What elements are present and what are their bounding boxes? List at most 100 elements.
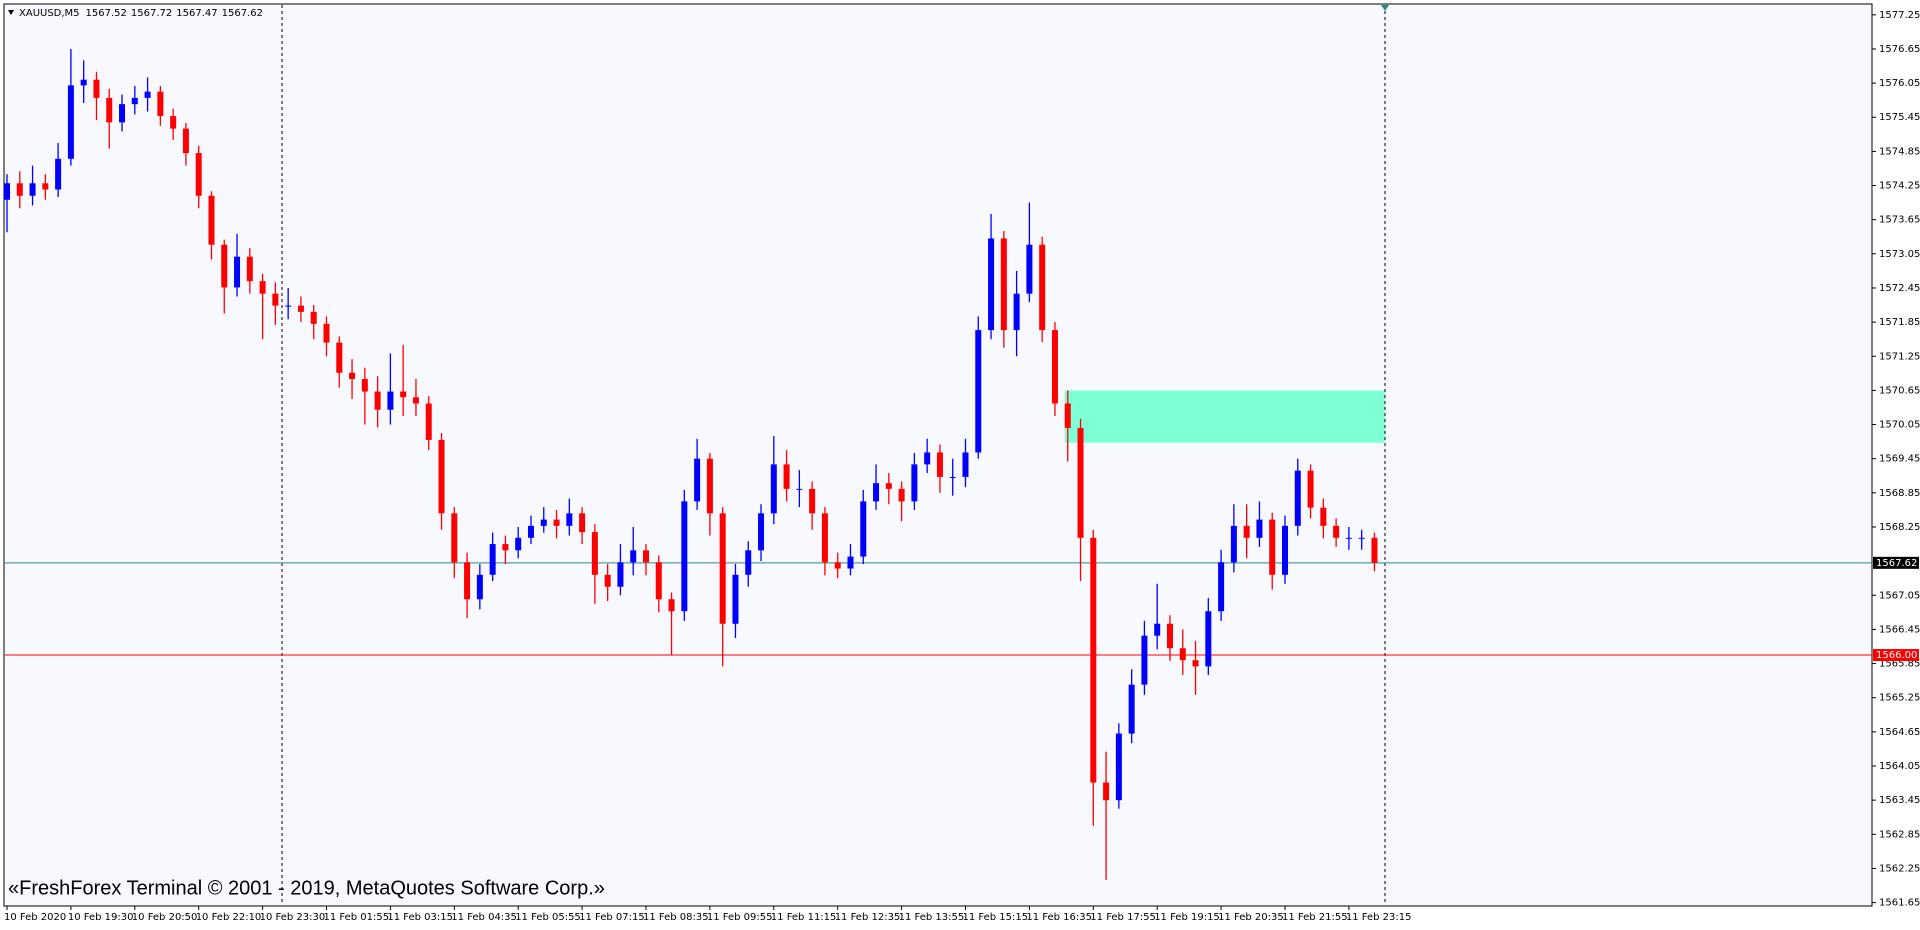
candle-body [898, 488, 905, 502]
price-tag-label: 1566.00 [1876, 650, 1917, 661]
x-tick-label: 10 Feb 20:50 [132, 912, 198, 923]
candle-body [1294, 470, 1301, 526]
candle-body [502, 544, 509, 551]
y-tick-label: 1568.25 [1879, 522, 1920, 533]
y-tick-label: 1565.85 [1879, 659, 1920, 670]
candle-body [655, 562, 662, 600]
x-tick-label: 11 Feb 09:55 [707, 912, 773, 923]
y-tick-label: 1576.05 [1879, 78, 1920, 89]
candle-body [860, 501, 867, 557]
y-tick-label: 1562.25 [1879, 863, 1920, 874]
candle-body [1230, 525, 1237, 563]
candle-body [1000, 238, 1007, 331]
candle-body [732, 574, 739, 624]
candle-body [515, 537, 522, 551]
candle-body [1166, 623, 1173, 649]
candle-body [42, 183, 49, 190]
candle-body [451, 513, 458, 563]
candle-body [1103, 782, 1110, 801]
candle-body [234, 256, 241, 288]
x-tick-label: 10 Feb 22:10 [196, 912, 262, 923]
header-value: 1567.72 [131, 8, 172, 19]
x-tick-label: 11 Feb 17:55 [1090, 912, 1156, 923]
candle-body [1256, 519, 1263, 538]
level-layer [5, 562, 1872, 656]
candle-body [988, 238, 995, 331]
candle-body [259, 281, 266, 294]
candle-body [821, 513, 828, 563]
candle-body [323, 323, 330, 343]
y-tick-label: 1564.05 [1879, 761, 1920, 772]
candle-body [617, 562, 624, 587]
candle-body [310, 311, 317, 324]
candle-body [885, 483, 892, 489]
y-tick-label: 1574.25 [1879, 181, 1920, 192]
candle-body [1141, 635, 1148, 685]
candle-body [29, 183, 36, 196]
candle-body [1179, 648, 1186, 661]
candle-body [706, 458, 713, 514]
candle-body [936, 452, 943, 477]
candle-body [1051, 330, 1058, 404]
candle-body [1269, 519, 1276, 575]
y-tick-label: 1570.05 [1879, 420, 1920, 431]
candle-body [911, 464, 918, 502]
candle-body [93, 79, 100, 98]
candle-body [195, 153, 202, 196]
candle-body [668, 599, 675, 612]
y-tick-label: 1563.45 [1879, 795, 1920, 806]
candle-body [144, 91, 151, 98]
candle-body [1243, 525, 1250, 538]
candle-body [221, 244, 228, 288]
candle-body [796, 488, 803, 490]
candle-body [694, 458, 701, 502]
y-tick-label: 1576.65 [1879, 44, 1920, 55]
candle-body [16, 183, 23, 196]
supply-zone[interactable] [1064, 390, 1385, 443]
candle-body [809, 488, 816, 514]
y-tick-label: 1564.65 [1879, 727, 1920, 738]
candle-layer [4, 48, 1378, 880]
candle-body [170, 116, 177, 129]
candle-body [719, 513, 726, 624]
candle-body [182, 128, 189, 154]
candle-body [962, 452, 969, 477]
candle-body [1077, 427, 1084, 538]
y-tick-label: 1561.65 [1879, 898, 1920, 909]
y-tick-label: 1570.65 [1879, 385, 1920, 396]
candle-body [566, 513, 573, 526]
candle-body [1320, 507, 1327, 526]
candle-body [604, 574, 611, 587]
shift-marker[interactable] [1381, 5, 1389, 11]
candle-body [412, 397, 419, 404]
x-tick-label: 10 Feb 2020 [4, 912, 66, 923]
candle-body [1282, 525, 1288, 575]
x-tick-label: 11 Feb 13:55 [899, 912, 965, 923]
candle-body [770, 464, 777, 514]
candle-body [285, 305, 292, 307]
candle-body [438, 439, 445, 514]
candle-body [80, 79, 87, 86]
candle-body [553, 519, 560, 526]
y-tick-label: 1577.25 [1879, 10, 1920, 21]
candle-body [540, 519, 547, 526]
candle-body [783, 464, 790, 489]
axis-layer: 1561.65 1562.25 1562.85 1563.45 1564.05 1564.… [4, 10, 1920, 923]
symbol-menu-arrow[interactable] [8, 10, 14, 15]
candle-body [834, 562, 841, 569]
candle-body [1192, 660, 1199, 667]
symbol-title: XAUUSD,M5 [19, 8, 80, 19]
candle-body [591, 532, 598, 575]
candle-body [349, 372, 356, 380]
candle-body [374, 391, 381, 410]
x-tick-label: 11 Feb 01:55 [324, 912, 390, 923]
x-tick-label: 11 Feb 23:15 [1346, 912, 1412, 923]
candle-body [643, 550, 649, 563]
candle-body [208, 195, 215, 245]
x-tick-label: 11 Feb 08:35 [643, 912, 709, 923]
chart-header: XAUUSD,M5 1567.52 1567.72 1567.47 1567.62 [19, 8, 263, 19]
candle-body [1026, 244, 1033, 294]
x-tick-label: 11 Feb 12:35 [835, 912, 901, 923]
candle-body [873, 483, 880, 502]
